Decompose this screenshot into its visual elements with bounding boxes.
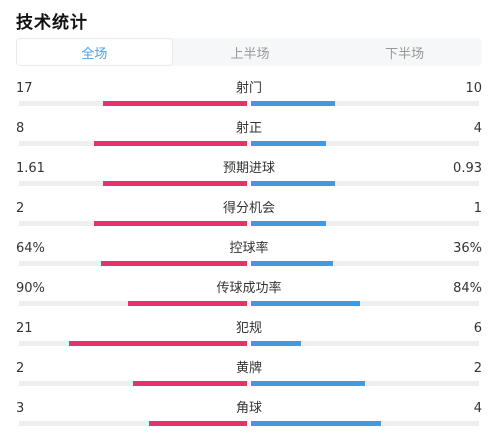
stat-label: 预期进球 xyxy=(222,161,275,176)
stat-label: 射正 xyxy=(235,121,262,136)
away-bar-track xyxy=(251,221,479,226)
home-bar-track xyxy=(19,421,247,426)
tab-first-half[interactable]: 上半场 xyxy=(230,46,270,62)
section-title: 技术统计 xyxy=(16,13,88,33)
away-bar xyxy=(251,261,334,266)
home-bar xyxy=(128,301,247,306)
home-bar-track xyxy=(19,381,247,386)
home-bar xyxy=(133,381,247,386)
stat-row-shots: 17 射门 10 xyxy=(16,80,482,120)
away-bar xyxy=(251,221,327,226)
home-value: 90% xyxy=(16,281,45,296)
away-bar xyxy=(251,421,381,426)
away-bar xyxy=(251,301,361,306)
stat-label: 传球成功率 xyxy=(216,281,282,296)
stat-label: 角球 xyxy=(235,401,262,416)
home-bar-track xyxy=(19,221,247,226)
away-bar-track xyxy=(251,101,479,106)
home-bar-track xyxy=(19,341,247,346)
home-bar-track xyxy=(19,141,247,146)
home-bar xyxy=(94,221,247,226)
away-value: 36% xyxy=(453,241,482,256)
home-value: 1.61 xyxy=(16,161,45,176)
home-value: 64% xyxy=(16,241,45,256)
stat-row-expected-goals: 1.61 预期进球 0.93 xyxy=(16,160,482,200)
stats-list: 17 射门 10 8 射正 4 1.61 预期进球 0.93 2 得分机会 1 xyxy=(16,80,482,440)
home-bar xyxy=(101,261,247,266)
away-value: 2 xyxy=(473,361,482,376)
home-bar xyxy=(103,181,247,186)
stat-row-shots-on-target: 8 射正 4 xyxy=(16,120,482,160)
away-value: 0.93 xyxy=(453,161,482,176)
away-value: 84% xyxy=(453,281,482,296)
home-value: 21 xyxy=(16,321,33,336)
home-bar-track xyxy=(19,301,247,306)
away-bar-track xyxy=(251,141,479,146)
home-bar-track xyxy=(19,181,247,186)
tab-second-half[interactable]: 下半场 xyxy=(385,46,425,62)
away-bar xyxy=(251,141,327,146)
away-value: 1 xyxy=(473,201,482,216)
home-bar-track xyxy=(19,261,247,266)
home-value: 2 xyxy=(16,361,25,376)
away-bar-track xyxy=(251,301,479,306)
home-value: 2 xyxy=(16,201,25,216)
away-bar xyxy=(251,181,336,186)
tab-full-match[interactable]: 全场 xyxy=(16,38,173,66)
stat-label: 控球率 xyxy=(229,241,269,256)
home-value: 3 xyxy=(16,401,25,416)
stat-label: 犯规 xyxy=(235,321,262,336)
away-bar-track xyxy=(251,381,479,386)
home-bar xyxy=(103,101,247,106)
stat-label: 射门 xyxy=(235,81,262,96)
stat-label: 黄牌 xyxy=(235,361,262,376)
home-bar-track xyxy=(19,101,247,106)
away-value: 4 xyxy=(473,401,482,416)
stat-row-corners: 3 角球 4 xyxy=(16,400,482,440)
home-value: 17 xyxy=(16,81,33,96)
home-bar xyxy=(69,341,247,346)
home-value: 8 xyxy=(16,121,25,136)
away-bar-track xyxy=(251,341,479,346)
away-bar xyxy=(251,101,336,106)
stat-row-yellow-cards: 2 黄牌 2 xyxy=(16,360,482,400)
away-bar-track xyxy=(251,421,479,426)
away-bar-track xyxy=(251,261,479,266)
period-tabs: 全场 上半场 下半场 xyxy=(16,38,482,66)
away-bar xyxy=(251,341,302,346)
stat-row-big-chances: 2 得分机会 1 xyxy=(16,200,482,240)
stat-label: 得分机会 xyxy=(222,201,275,216)
away-bar-track xyxy=(251,181,479,186)
away-bar xyxy=(251,381,365,386)
stat-row-possession: 64% 控球率 36% xyxy=(16,240,482,280)
away-value: 6 xyxy=(473,321,482,336)
stat-row-pass-accuracy: 90% 传球成功率 84% xyxy=(16,280,482,320)
away-value: 10 xyxy=(465,81,482,96)
home-bar xyxy=(148,421,247,426)
stat-row-fouls: 21 犯规 6 xyxy=(16,320,482,360)
away-value: 4 xyxy=(473,121,482,136)
home-bar xyxy=(94,141,247,146)
